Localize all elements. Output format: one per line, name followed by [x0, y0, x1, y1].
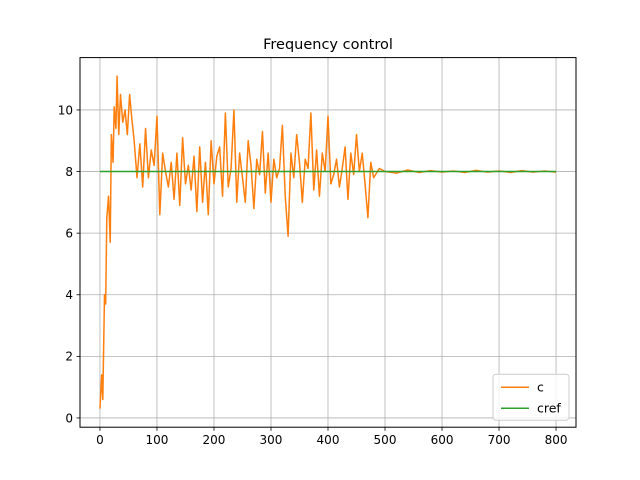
x-tick-label: 400 — [317, 433, 340, 447]
x-tick-label: 200 — [203, 433, 226, 447]
series-line-c — [99, 75, 557, 409]
y-tick-label: 6 — [65, 226, 73, 240]
y-axis: 0 2 4 6 8 10 — [58, 103, 80, 425]
legend: c cref — [492, 373, 570, 421]
x-tick-label: 700 — [488, 433, 511, 447]
x-tick-label: 100 — [146, 433, 169, 447]
legend-label-c: c — [537, 380, 544, 395]
legend-label-cref: cref — [537, 401, 561, 416]
x-tick-label: 0 — [96, 433, 104, 447]
y-tick-label: 10 — [58, 103, 73, 117]
x-tick-label: 500 — [374, 433, 397, 447]
y-tick-label: 2 — [65, 350, 73, 364]
y-tick-label: 4 — [65, 288, 73, 302]
x-axis: 0 100 200 300 400 500 600 700 800 — [96, 427, 567, 447]
y-tick-label: 0 — [65, 411, 73, 425]
x-tick-label: 800 — [545, 433, 568, 447]
x-tick-label: 300 — [260, 433, 283, 447]
x-tick-label: 600 — [431, 433, 454, 447]
chart-title: Frequency control — [263, 37, 393, 53]
grid-lines — [80, 57, 576, 428]
series-lines — [99, 75, 557, 409]
y-tick-label: 8 — [65, 165, 73, 179]
